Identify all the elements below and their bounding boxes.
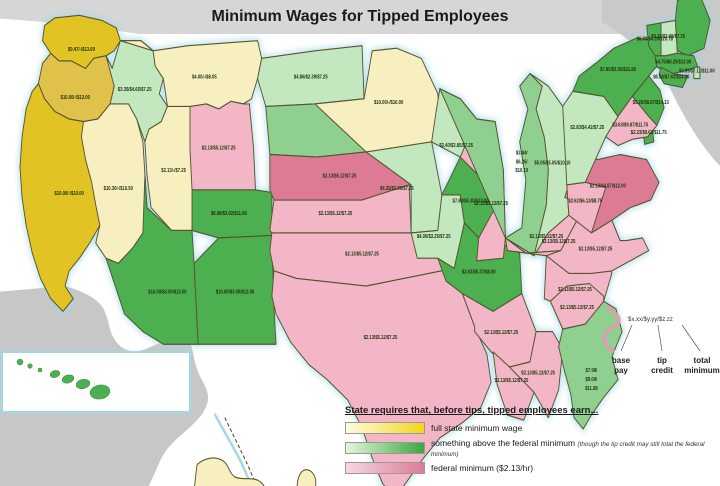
svg-text:$6.26/: $6.26/	[516, 159, 528, 164]
svg-text:$4.00/-/$8.05: $4.00/-/$8.05	[192, 74, 217, 79]
svg-text:$8.08/$3.02/$11.06: $8.08/$3.02/$11.06	[211, 211, 247, 216]
svg-text:$2.13/$5.12/$7.25: $2.13/$5.12/$7.25	[560, 304, 594, 309]
svg-text:$5.05/$5.05/$10.10: $5.05/$5.05/$10.10	[534, 160, 570, 165]
svg-text:$2.13/$5.12/$7.25: $2.13/$5.12/$7.25	[542, 239, 576, 244]
svg-text:$7.85/$3.55/$11.80: $7.85/$3.55/$11.80	[600, 67, 636, 72]
svg-text:$2.23/$9.62/$11.75: $2.23/$9.62/$11.75	[631, 130, 667, 135]
svg-text:$4.86/$2.39/$7.25: $4.86/$2.39/$7.25	[294, 74, 328, 79]
svg-text:$2.62/$6.13/$8.75: $2.62/$6.13/$8.75	[568, 198, 602, 203]
svg-text:$10.00/$3.00/$12.00: $10.00/$3.00/$12.00	[216, 289, 255, 294]
svg-text:pay: pay	[614, 366, 628, 375]
svg-text:$4.75/$8.25/$13.00: $4.75/$8.25/$13.00	[655, 59, 691, 64]
svg-text:$3.89/$7.11/$11.00: $3.89/$7.11/$11.00	[679, 68, 715, 73]
svg-text:$3.63/$9.87/$11.75: $3.63/$9.87/$11.75	[612, 122, 648, 127]
svg-text:$2.13/$5.12/$7.25: $2.13/$5.12/$7.25	[364, 335, 398, 340]
svg-text:$2.13/$5.12/$7.25: $2.13/$5.12/$7.25	[319, 211, 353, 216]
svg-text:base: base	[612, 356, 631, 365]
svg-text:$3.26/$3.99/$7.25: $3.26/$3.99/$7.25	[651, 34, 685, 39]
svg-text:$10.10: $10.10	[515, 168, 528, 173]
svg-text:$2.13/-/$7.25: $2.13/-/$7.25	[161, 168, 186, 173]
svg-text:$2.13/$5.12/$7.25: $2.13/$5.12/$7.25	[484, 330, 518, 335]
svg-text:$2.63/$5.37/$8.00: $2.63/$5.37/$8.00	[462, 269, 496, 274]
svg-text:$2.83/$4.42/$7.25: $2.83/$4.42/$7.25	[570, 125, 604, 130]
svg-text:$3.84/: $3.84/	[516, 150, 528, 155]
svg-text:$10.00/-/$13.00: $10.00/-/$13.00	[61, 94, 91, 99]
svg-text:credit: credit	[651, 366, 673, 375]
svg-text:$2.13/$5.12/$7.25: $2.13/$5.12/$7.25	[474, 201, 508, 206]
svg-text:$10.00/-/$10.00: $10.00/-/$10.00	[374, 100, 404, 105]
svg-text:$4.35/$2.90/$7.25: $4.35/$2.90/$7.25	[380, 186, 414, 191]
svg-text:total: total	[694, 356, 711, 365]
svg-text:$2.13/$5.12/$7.25: $2.13/$5.12/$7.25	[323, 173, 357, 178]
svg-text:tip: tip	[657, 356, 667, 365]
svg-text:$9.00/: $9.00/	[586, 377, 598, 382]
svg-text:$10.00/-/$10.00: $10.00/-/$10.00	[54, 191, 84, 196]
svg-text:$6.38/$7.62/$14.00: $6.38/$7.62/$14.00	[653, 74, 689, 79]
svg-text:$9.47/-/$13.69: $9.47/-/$13.69	[68, 46, 95, 51]
svg-text:$2.13/$5.12/$7.25: $2.13/$5.12/$7.25	[495, 378, 529, 383]
svg-text:$x.xx/$y.yy/$z.zz: $x.xx/$y.yy/$z.zz	[628, 317, 673, 323]
svg-text:$2.13/$5.12/$7.25: $2.13/$5.12/$7.25	[202, 145, 236, 150]
svg-text:$2.13/$4.87/$12.00: $2.13/$4.87/$12.00	[590, 183, 626, 188]
svg-text:$5.26/$8.87/$14.13: $5.26/$8.87/$14.13	[633, 100, 669, 105]
svg-text:$4.00/$3.25/$7.25: $4.00/$3.25/$7.25	[417, 234, 451, 239]
svg-text:$3.35/$4.65/$7.25: $3.35/$4.65/$7.25	[118, 87, 152, 92]
svg-text:$2.13/$5.12/$7.25: $2.13/$5.12/$7.25	[345, 251, 379, 256]
svg-text:$2.13/$5.12/$7.25: $2.13/$5.12/$7.25	[558, 287, 592, 292]
svg-text:$10.30/-/$10.50: $10.30/-/$10.50	[104, 186, 134, 191]
svg-text:$11.98: $11.98	[585, 385, 598, 390]
svg-text:$2.13/$5.12/$7.25: $2.13/$5.12/$7.25	[579, 246, 613, 251]
svg-text:minimum: minimum	[684, 366, 720, 375]
svg-text:$7.98/: $7.98/	[586, 368, 598, 373]
svg-text:$10.00/$3.00/$13.00: $10.00/$3.00/$13.00	[148, 289, 187, 294]
svg-text:$2.13/$5.12/$7.25: $2.13/$5.12/$7.25	[521, 370, 555, 375]
svg-text:$3.40/$3.85/$7.25: $3.40/$3.85/$7.25	[439, 143, 473, 148]
